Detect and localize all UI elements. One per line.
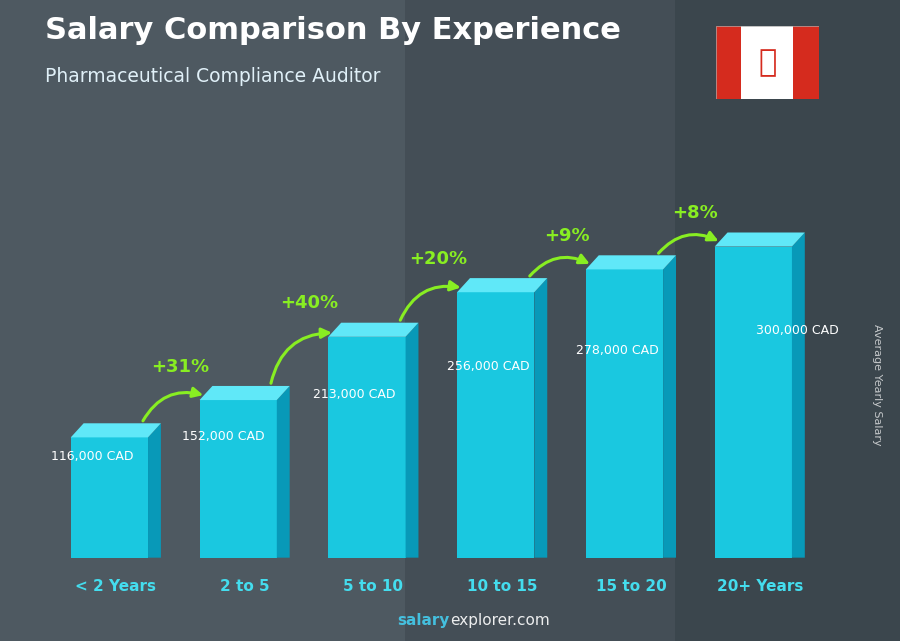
Text: 213,000 CAD: 213,000 CAD xyxy=(313,388,395,401)
Polygon shape xyxy=(406,322,419,558)
Polygon shape xyxy=(716,26,819,99)
Text: 256,000 CAD: 256,000 CAD xyxy=(446,360,529,373)
Polygon shape xyxy=(457,292,535,558)
Text: 278,000 CAD: 278,000 CAD xyxy=(576,344,658,356)
Text: 15 to 20: 15 to 20 xyxy=(596,579,666,594)
Polygon shape xyxy=(586,255,676,269)
Text: +9%: +9% xyxy=(544,227,590,245)
Polygon shape xyxy=(715,247,792,558)
Polygon shape xyxy=(405,0,675,641)
Text: 152,000 CAD: 152,000 CAD xyxy=(182,430,264,443)
Text: Average Yearly Salary: Average Yearly Salary xyxy=(872,324,883,445)
Text: Salary Comparison By Experience: Salary Comparison By Experience xyxy=(45,16,621,45)
Polygon shape xyxy=(792,233,805,558)
Text: 20+ Years: 20+ Years xyxy=(716,579,803,594)
Polygon shape xyxy=(328,337,406,558)
Text: +40%: +40% xyxy=(280,294,338,312)
Text: +8%: +8% xyxy=(672,204,718,222)
Text: 🍁: 🍁 xyxy=(758,48,777,77)
Polygon shape xyxy=(586,269,663,558)
Polygon shape xyxy=(148,423,161,558)
Polygon shape xyxy=(675,0,900,641)
Text: 10 to 15: 10 to 15 xyxy=(467,579,537,594)
Text: Pharmaceutical Compliance Auditor: Pharmaceutical Compliance Auditor xyxy=(45,67,381,87)
Polygon shape xyxy=(535,278,547,558)
Polygon shape xyxy=(663,255,676,558)
Polygon shape xyxy=(328,322,418,337)
Polygon shape xyxy=(457,278,547,292)
Polygon shape xyxy=(71,437,148,558)
Text: salary: salary xyxy=(398,613,450,628)
Polygon shape xyxy=(200,400,277,558)
Text: 116,000 CAD: 116,000 CAD xyxy=(51,450,134,463)
Text: 300,000 CAD: 300,000 CAD xyxy=(756,324,839,337)
Text: 5 to 10: 5 to 10 xyxy=(344,579,403,594)
Text: < 2 Years: < 2 Years xyxy=(76,579,157,594)
Polygon shape xyxy=(0,0,405,641)
Text: +20%: +20% xyxy=(409,250,467,268)
Text: +31%: +31% xyxy=(151,358,210,376)
Text: 2 to 5: 2 to 5 xyxy=(220,579,269,594)
Text: explorer.com: explorer.com xyxy=(450,613,550,628)
Polygon shape xyxy=(200,386,290,400)
Polygon shape xyxy=(71,423,161,437)
Polygon shape xyxy=(716,26,742,99)
Polygon shape xyxy=(715,233,805,247)
Polygon shape xyxy=(277,386,290,558)
Polygon shape xyxy=(793,26,819,99)
